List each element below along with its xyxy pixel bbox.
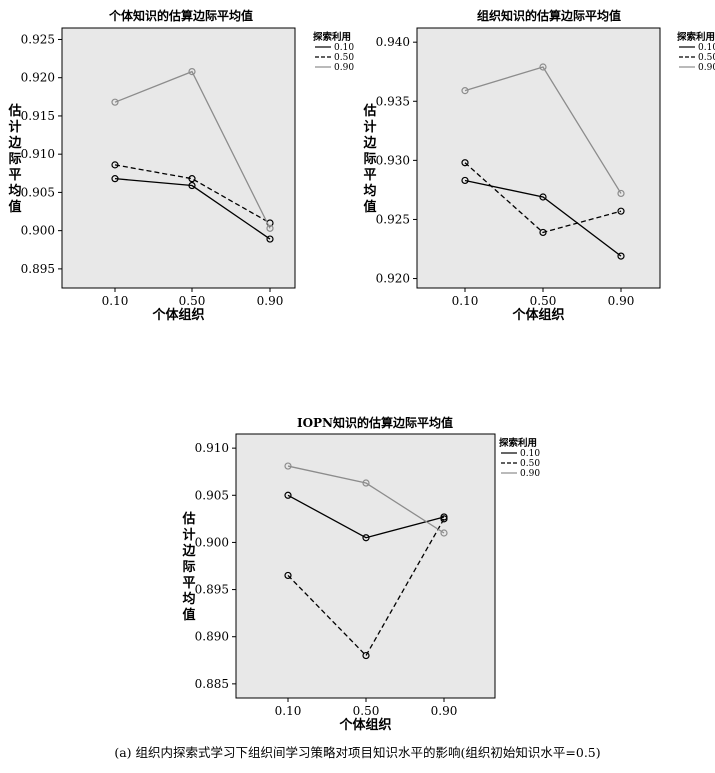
y-tick-label: 0.910 <box>195 441 229 455</box>
legend-title: 探索利用 <box>313 31 351 43</box>
y-tick-label: 0.920 <box>21 71 55 85</box>
data-point-0.50 <box>461 159 469 167</box>
legend-label-0.90: 0.90 <box>698 63 715 73</box>
y-tick-label: 0.895 <box>195 583 229 597</box>
series-line-0.90 <box>114 70 271 229</box>
legend-title: 探索利用 <box>499 437 537 449</box>
legend-label-0.10: 0.10 <box>334 43 354 53</box>
data-point-0.50 <box>440 515 448 523</box>
x-tick-label: 0.50 <box>353 704 380 718</box>
plot-area <box>416 27 661 289</box>
y-tick-label: 0.895 <box>21 262 55 276</box>
data-point-0.90 <box>111 98 119 106</box>
legend-label-0.50: 0.50 <box>520 459 540 469</box>
data-point-0.10 <box>284 491 292 499</box>
series-line-0.50 <box>114 164 271 224</box>
x-tick-label: 0.50 <box>179 294 206 308</box>
data-point-0.90 <box>539 63 547 71</box>
y-tick-label: 0.915 <box>21 109 55 123</box>
x-tick-label: 0.10 <box>102 294 129 308</box>
y-tick-label: 0.890 <box>195 630 229 644</box>
data-point-0.50 <box>188 175 196 183</box>
data-point-0.10 <box>362 534 370 542</box>
series-line-0.10 <box>114 177 271 240</box>
data-point-0.50 <box>284 571 292 580</box>
data-point-0.50 <box>617 207 625 215</box>
y-tick-label: 0.900 <box>21 224 55 238</box>
chart-title: 个体知识的估算边际平均值 <box>108 8 253 23</box>
series-line-0.90 <box>464 66 622 194</box>
plot-area <box>61 27 296 289</box>
data-point-0.50 <box>362 651 370 660</box>
x-tick-label: 0.50 <box>530 294 557 308</box>
y-tick-label: 0.925 <box>21 32 55 46</box>
x-axis-label: 个体组织 <box>151 307 204 323</box>
data-point-0.90 <box>284 462 292 470</box>
data-point-0.10 <box>617 252 625 260</box>
series-line-0.10 <box>287 494 445 539</box>
y-tick-label: 0.940 <box>376 35 410 49</box>
y-tick-label: 0.905 <box>195 488 229 502</box>
legend-label-0.10: 0.10 <box>520 449 540 459</box>
legend-title: 探索利用 <box>677 31 715 43</box>
y-tick-label: 0.925 <box>376 212 410 226</box>
legend-label-0.50: 0.50 <box>334 53 354 63</box>
data-point-0.90 <box>461 87 469 95</box>
data-point-0.10 <box>111 175 119 183</box>
data-point-0.50 <box>111 161 119 169</box>
legend-label-0.90: 0.90 <box>334 63 354 73</box>
x-axis-label: 个体组织 <box>338 717 391 733</box>
series-line-0.50 <box>464 162 622 234</box>
chart-title: 组织知识的估算边际平均值 <box>477 8 621 23</box>
figure: 个体知识的估算边际平均值 0.895 0.900 0.905 0.910 0.915 0.9… <box>7 8 715 733</box>
y-axis-label: 估计边际平均值 <box>181 511 196 623</box>
data-point-0.90 <box>617 189 625 198</box>
plot-area <box>235 433 496 699</box>
data-point-0.10 <box>539 193 547 201</box>
x-tick-label: 0.10 <box>275 704 302 718</box>
y-tick-label: 0.885 <box>195 677 229 691</box>
legend-label-0.10: 0.10 <box>698 43 715 53</box>
data-point-0.10 <box>461 176 469 185</box>
y-axis-label: 估计边际平均值 <box>7 103 22 215</box>
data-point-0.90 <box>440 529 448 537</box>
data-point-0.10 <box>266 235 274 243</box>
x-tick-label: 0.90 <box>257 294 284 308</box>
y-tick-label: 0.900 <box>195 535 229 549</box>
y-tick-label: 0.935 <box>376 94 410 108</box>
y-tick-label: 0.905 <box>21 185 55 199</box>
y-tick-label: 0.910 <box>21 147 55 161</box>
chart-title: IOPN知识的估算边际平均值 <box>297 415 453 430</box>
data-point-0.10 <box>188 181 196 190</box>
x-tick-label: 0.90 <box>608 294 635 308</box>
data-point-0.90 <box>362 479 370 487</box>
figure-caption: (a) 组织内探索式学习下组织间学习策略对项目知识水平的影响(组织初始知识水平=… <box>114 745 601 760</box>
x-tick-label: 0.10 <box>452 294 479 308</box>
series-line-0.50 <box>287 518 445 657</box>
y-tick-label: 0.920 <box>376 272 410 286</box>
x-tick-label: 0.90 <box>431 704 458 718</box>
legend-label-0.90: 0.90 <box>520 469 540 479</box>
series-line-0.90 <box>287 465 445 534</box>
y-tick-label: 0.930 <box>376 153 410 167</box>
y-axis-label: 估计边际平均值 <box>362 103 377 215</box>
data-point-0.50 <box>539 228 547 237</box>
data-point-0.90 <box>266 224 274 232</box>
x-axis-label: 个体组织 <box>511 307 564 323</box>
data-point-0.90 <box>188 67 196 76</box>
legend-label-0.50: 0.50 <box>698 53 715 63</box>
